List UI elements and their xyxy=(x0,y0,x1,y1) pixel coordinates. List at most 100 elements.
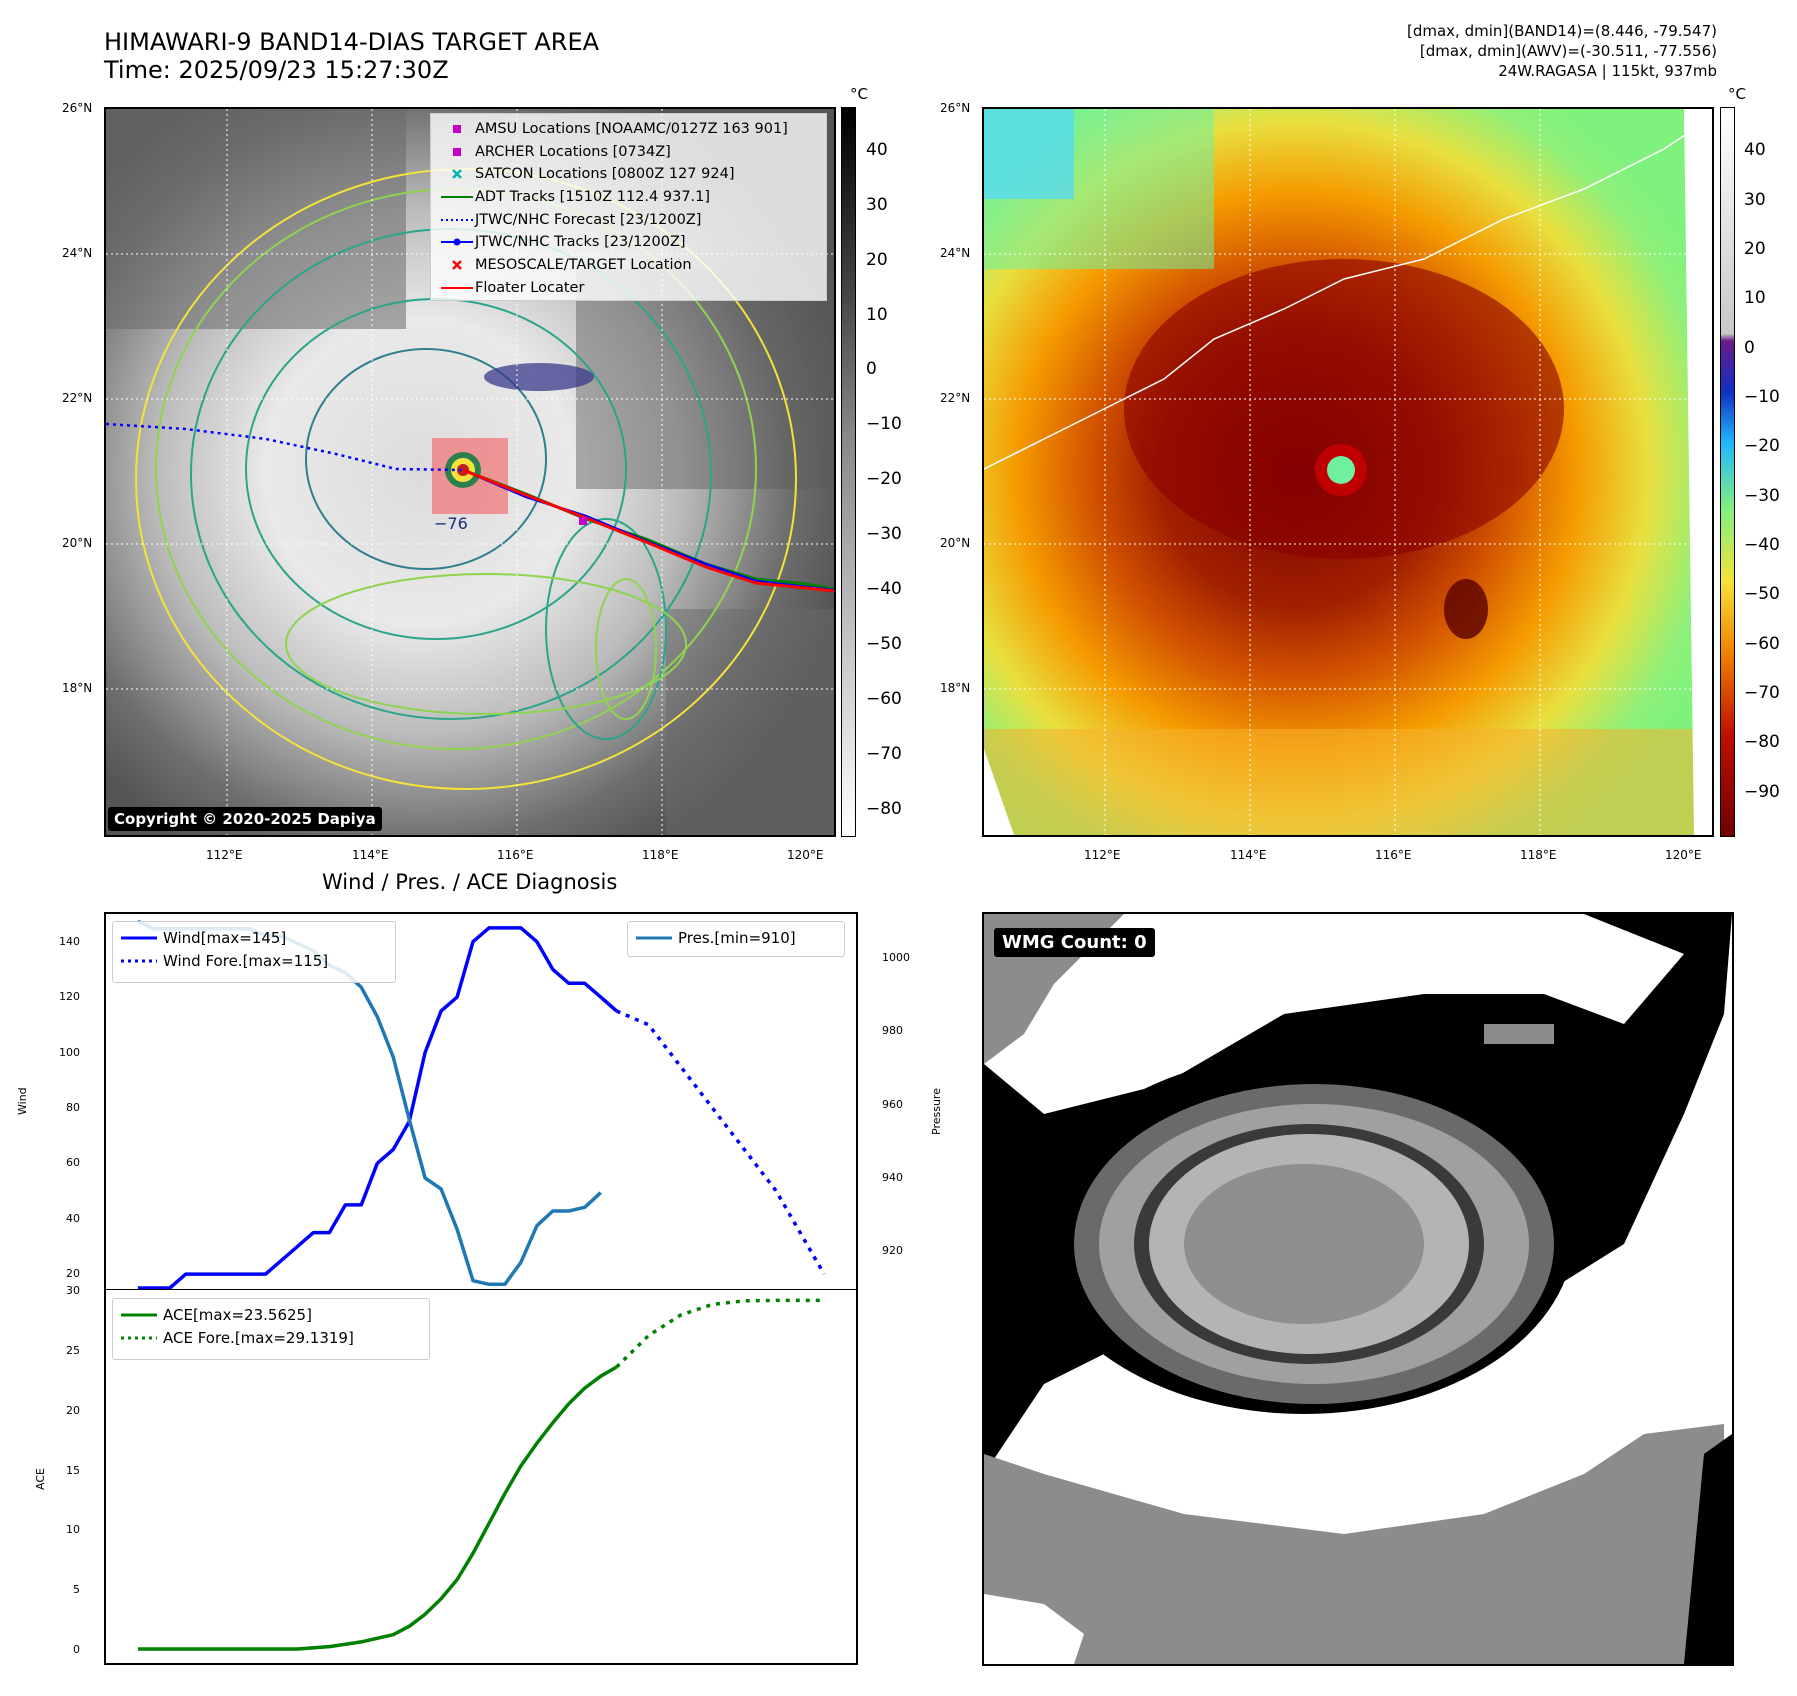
colorbar-unit: °C xyxy=(1728,85,1746,103)
contour-label: −76 xyxy=(434,514,468,533)
colorbar-unit: °C xyxy=(850,85,868,103)
line-dot-icon xyxy=(439,231,475,254)
wind-axis-title: Wind xyxy=(16,1087,29,1115)
colorbar-tick-label: −60 xyxy=(866,688,902,709)
legend-item-floater: Floater Locater xyxy=(431,277,826,300)
line-icon xyxy=(636,927,672,950)
axis-tick-label: 20 xyxy=(66,1403,80,1417)
lat-tick: 24°N xyxy=(62,246,93,260)
legend-item-wind: Wind[max=145] xyxy=(113,927,395,950)
colorbar-tick-label: −80 xyxy=(1744,732,1780,753)
colorbar-tick-label: −50 xyxy=(866,633,902,654)
colorbar-tick-label: −20 xyxy=(866,469,902,490)
axis-tick-label: 60 xyxy=(66,1156,80,1170)
timestamp: Time: 2025/09/23 15:27:30Z xyxy=(104,56,449,84)
colorbar-tick-label: 10 xyxy=(866,304,888,325)
legend-item-pressure: Pres.[min=910] xyxy=(628,927,844,950)
legend-item-amsu: AMSU Locations [NOAAMC/0127Z 163 901] xyxy=(431,118,826,141)
wind-series-line xyxy=(137,926,618,1289)
lat-tick: 18°N xyxy=(62,681,93,695)
axis-tick-label: 15 xyxy=(66,1463,80,1477)
legend-item-ace: ACE[max=23.5625] xyxy=(113,1304,429,1327)
colorbar-tick-label: 0 xyxy=(866,359,877,380)
square-marker-icon xyxy=(439,118,475,141)
axis-tick-label: 80 xyxy=(66,1100,80,1114)
lat-tick: 22°N xyxy=(940,391,971,405)
band14-range: [dmax, dmin](BAND14)=(8.446, -79.547) xyxy=(1406,22,1717,40)
axis-tick-label: 920 xyxy=(882,1244,903,1258)
awv-range: [dmax, dmin](AWV)=(-30.511, -77.556) xyxy=(1419,42,1717,60)
pressure-legend: Pres.[min=910] xyxy=(627,921,845,957)
dotted-line-icon xyxy=(121,1327,157,1350)
lon-tick: 118°E xyxy=(642,848,679,862)
colorbar-tick-label: −30 xyxy=(866,524,902,545)
axis-tick-label: 25 xyxy=(66,1343,80,1357)
colorbar-tick-label: 40 xyxy=(1744,140,1766,161)
ace-legend: ACE[max=23.5625] ACE Fore.[max=29.1319] xyxy=(112,1298,430,1360)
axis-tick-label: 1000 xyxy=(882,951,910,964)
axis-tick-label: 40 xyxy=(66,1211,80,1225)
storm-info: 24W.RAGASA | 115kt, 937mb xyxy=(1498,62,1717,80)
ace-axis-title: ACE xyxy=(34,1468,47,1490)
colorbar-tick-label: −10 xyxy=(1744,387,1780,407)
legend-item-mesoscale: MESOSCALE/TARGET Location xyxy=(431,254,826,277)
wmg-count-badge: WMG Count: 0 xyxy=(994,928,1155,957)
lat-tick: 26°N xyxy=(62,101,93,115)
line-icon xyxy=(121,1304,157,1327)
colorbar-tick-label: 10 xyxy=(1744,288,1766,309)
legend-item-jtwc-forecast: JTWC/NHC Forecast [23/1200Z] xyxy=(431,209,826,232)
axis-tick-label: 960 xyxy=(882,1097,903,1111)
ir-colorbar xyxy=(841,107,856,837)
axis-tick-label: 940 xyxy=(882,1171,903,1184)
axis-tick-label: 30 xyxy=(66,1284,80,1297)
enhanced-map-panel xyxy=(982,107,1714,837)
lon-tick: 112°E xyxy=(1084,848,1121,862)
colorbar-tick-label: −20 xyxy=(1744,436,1780,457)
lat-tick: 22°N xyxy=(62,391,93,405)
x-marker-icon xyxy=(439,163,475,186)
pressure-axis-title: Pressure xyxy=(930,1088,943,1135)
lon-tick: 120°E xyxy=(1665,848,1702,862)
axis-tick-label: 10 xyxy=(66,1523,80,1537)
colorbar-tick-label: −40 xyxy=(1744,534,1780,555)
enhanced-map-image xyxy=(984,109,1712,835)
colorbar-tick-label: 40 xyxy=(866,139,888,160)
ace-forecast-line xyxy=(615,1298,825,1369)
page-title: HIMAWARI-9 BAND14-DIAS TARGET AREA xyxy=(104,28,600,56)
line-icon xyxy=(439,277,475,300)
colorbar-tick-label: −90 xyxy=(1744,781,1780,802)
chart-title: Wind / Pres. / ACE Diagnosis xyxy=(322,870,618,894)
colorbar-tick-label: −40 xyxy=(866,579,902,599)
dotted-line-icon xyxy=(121,950,157,973)
lon-tick: 120°E xyxy=(787,848,824,862)
legend-item-wind-fore: Wind Fore.[max=115] xyxy=(113,950,395,973)
ace-chart-panel xyxy=(104,1289,858,1665)
lon-tick: 112°E xyxy=(206,848,243,862)
wmg-panel: WMG Count: 0 xyxy=(982,912,1734,1666)
line-icon xyxy=(121,927,157,950)
ace-chart xyxy=(137,1298,825,1651)
lat-tick: 20°N xyxy=(62,536,93,550)
colorbar-tick-label: −70 xyxy=(1744,682,1780,703)
lon-tick: 116°E xyxy=(497,848,534,862)
copyright-badge: Copyright © 2020-2025 Dapiya xyxy=(108,807,382,831)
lon-tick: 114°E xyxy=(352,848,389,862)
legend-item-adt: ADT Tracks [1510Z 112.4 937.1] xyxy=(431,186,826,209)
colorbar-tick-label: 30 xyxy=(1744,189,1766,210)
axis-tick-label: 0 xyxy=(73,1643,80,1657)
wmg-image xyxy=(984,914,1732,1664)
lat-tick: 26°N xyxy=(940,101,971,115)
legend-item-archer: ARCHER Locations [0734Z] xyxy=(431,141,826,164)
lat-tick: 24°N xyxy=(940,246,971,260)
axis-tick-label: 20 xyxy=(66,1267,80,1281)
lat-tick: 20°N xyxy=(940,536,971,550)
lat-tick: 18°N xyxy=(940,681,971,695)
colorbar-tick-label: −70 xyxy=(866,743,902,764)
axis-tick-label: 140 xyxy=(59,934,80,948)
wind-legend: Wind[max=145] Wind Fore.[max=115] xyxy=(112,921,396,983)
square-marker-icon xyxy=(439,141,475,164)
lon-tick: 114°E xyxy=(1230,848,1267,862)
ace-series-line xyxy=(137,1365,618,1651)
enhanced-colorbar xyxy=(1720,107,1735,837)
lon-tick: 116°E xyxy=(1375,848,1412,862)
